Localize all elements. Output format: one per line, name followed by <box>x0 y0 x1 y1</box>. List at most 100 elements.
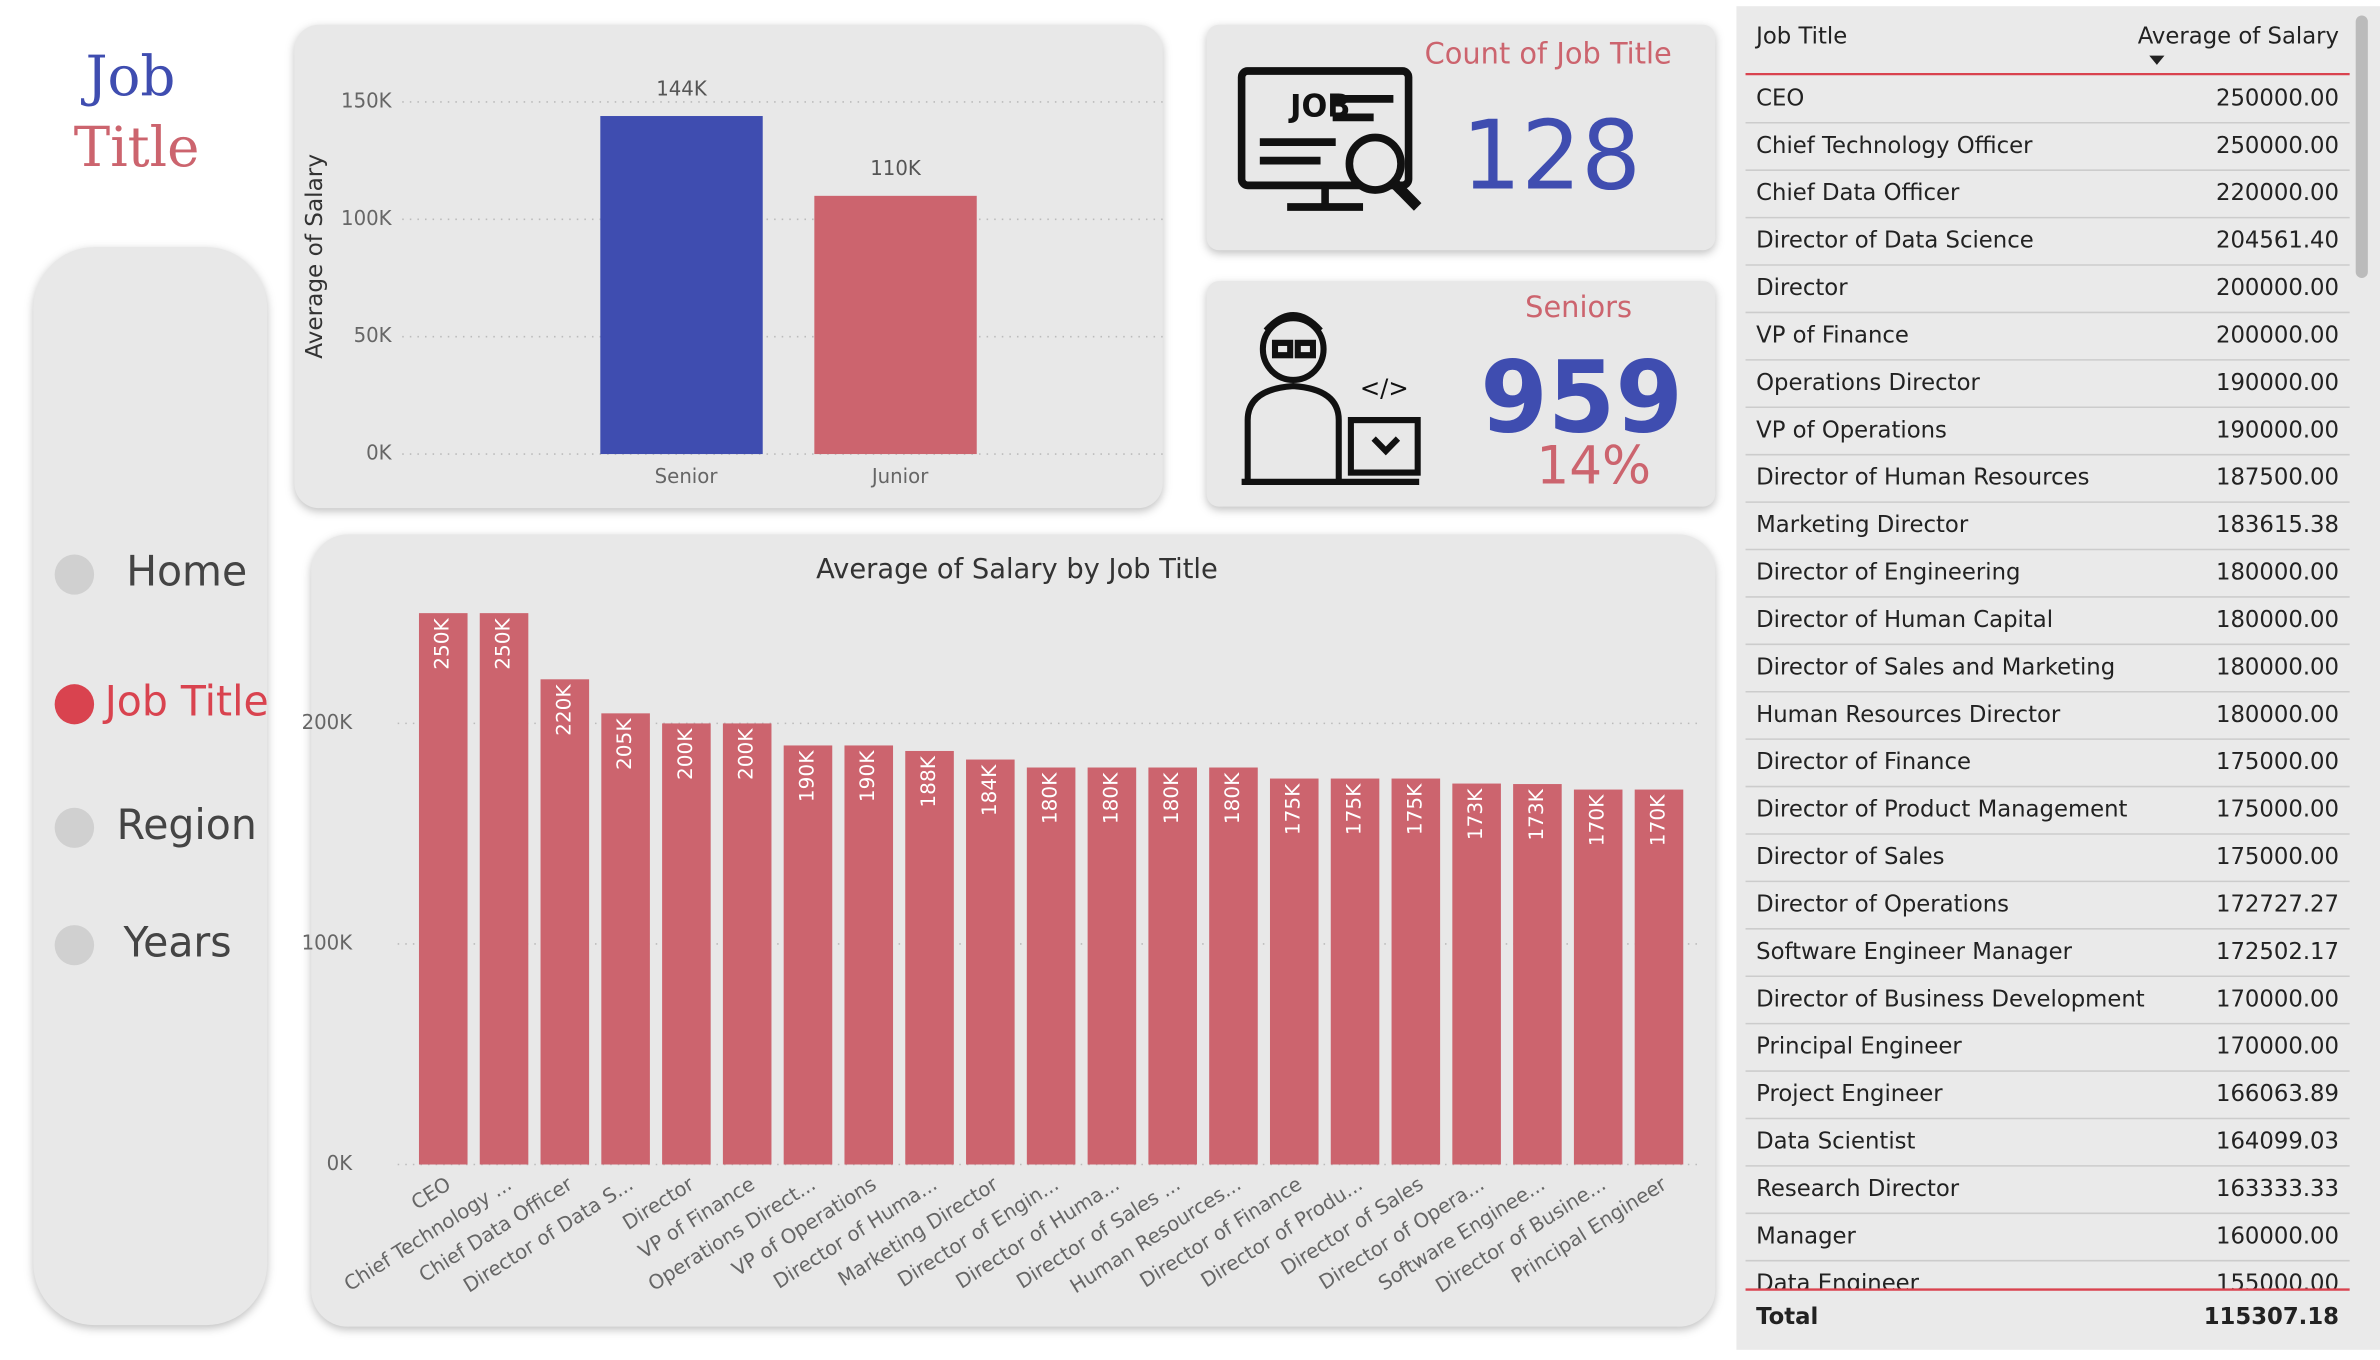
table-cell: Software Engineer Manager <box>1756 939 2072 965</box>
y-tick-label: 0K <box>327 1152 353 1175</box>
nav-item[interactable]: Job Title <box>102 677 269 725</box>
table-cell: 155000.00 <box>2216 1271 2339 1297</box>
y-tick-label: 100K <box>302 931 354 954</box>
value-label: 190K <box>796 750 819 802</box>
nav-dot <box>54 925 95 966</box>
value-label: 250K <box>492 617 515 669</box>
value-label: 175K <box>1282 783 1305 835</box>
chart-title: Average of Salary by Job Title <box>816 553 1218 585</box>
table-cell: 164099.03 <box>2216 1128 2339 1154</box>
y-tick-label: 0K <box>366 441 392 464</box>
value-label: 250K <box>431 617 454 669</box>
x-tick-label: Junior <box>870 465 929 488</box>
bar <box>1452 783 1501 1165</box>
job-icon <box>1237 67 1422 211</box>
value-label: 220K <box>552 683 575 735</box>
table-total: Total <box>1756 1304 1818 1330</box>
bar <box>783 745 833 1165</box>
bar <box>1330 778 1380 1165</box>
table-cell: Director of Data Science <box>1756 227 2034 253</box>
value-label: 180K <box>1039 772 1062 824</box>
y-tick-label: 200K <box>302 711 354 734</box>
nav-item[interactable]: Region <box>117 801 257 849</box>
scrollbar[interactable] <box>2355 15 2368 278</box>
table-cell: 175000.00 <box>2216 844 2339 870</box>
table-cell: Research Director <box>1756 1176 1960 1202</box>
table-header: Job Title <box>1754 23 1847 49</box>
table-cell: Director of Sales <box>1756 844 1944 870</box>
header-title: Job <box>81 43 176 108</box>
table-cell: Marketing Director <box>1756 512 1969 538</box>
table-cell: Human Resources Director <box>1756 702 2061 728</box>
sort-arrow <box>2149 55 2165 65</box>
table-cell: Chief Technology Officer <box>1756 133 2033 159</box>
table-cell: 250000.00 <box>2216 85 2339 111</box>
table-cell: Director of Product Management <box>1756 796 2127 822</box>
bar <box>540 679 590 1165</box>
bar <box>844 745 894 1165</box>
y-axis-label: Average of Salary <box>302 154 328 359</box>
svg-text:</>: </> <box>1360 373 1409 402</box>
table-cell: 160000.00 <box>2216 1223 2339 1249</box>
table-cell: 180000.00 <box>2216 654 2339 680</box>
table-cell: Principal Engineer <box>1756 1033 1962 1059</box>
value-label: 144K <box>656 77 708 100</box>
table-cell: Director of Human Resources <box>1756 465 2089 491</box>
card-title: Seniors <box>1525 290 1632 324</box>
bar <box>418 613 468 1165</box>
value-label: 190K <box>856 750 879 802</box>
table-cell: 175000.00 <box>2216 749 2339 775</box>
table-panel <box>1736 6 2380 1350</box>
value-label: 200K <box>735 728 758 780</box>
value-label: 170K <box>1647 794 1670 846</box>
table-cell: 200000.00 <box>2216 275 2339 301</box>
table-header: Average of Salary <box>2138 23 2339 49</box>
table-cell: 170000.00 <box>2216 986 2339 1012</box>
value-label: 200K <box>674 728 697 780</box>
icon-text: JOB <box>1288 89 1350 124</box>
table-cell: 163333.33 <box>2216 1176 2339 1202</box>
table-cell: 166063.89 <box>2216 1081 2339 1107</box>
nav-item[interactable]: Home <box>126 547 247 595</box>
table-cell: 204561.40 <box>2216 227 2339 253</box>
table-cell: CEO <box>1756 85 1804 111</box>
value-label: 175K <box>1343 783 1366 835</box>
table-cell: Director of Operations <box>1756 891 2009 917</box>
table-cell: 180000.00 <box>2216 702 2339 728</box>
table-cell: Director of Business Development <box>1756 986 2145 1012</box>
bar <box>662 723 711 1165</box>
table-cell: 250000.00 <box>2216 133 2339 159</box>
value-label: 205K <box>613 718 636 770</box>
table-cell: 172727.27 <box>2216 891 2339 917</box>
bar <box>1269 778 1319 1165</box>
bar <box>1573 789 1623 1165</box>
table-cell: 175000.00 <box>2216 796 2339 822</box>
y-tick-label: 150K <box>341 89 393 112</box>
value-label: 110K <box>870 157 922 180</box>
table-cell: 200000.00 <box>2216 322 2339 348</box>
value-label: 180K <box>1100 772 1123 824</box>
bar <box>1087 767 1137 1165</box>
bar <box>1513 784 1562 1165</box>
bar <box>600 116 763 455</box>
card-title: Count of Job Title <box>1425 36 1672 70</box>
nav-dot <box>54 807 95 848</box>
nav-item[interactable]: Years <box>123 918 232 966</box>
value-label: 173K <box>1464 788 1487 840</box>
bar <box>1026 767 1076 1165</box>
bar <box>479 613 529 1165</box>
y-tick-label: 50K <box>354 324 393 347</box>
table-cell: 172502.17 <box>2216 939 2339 965</box>
bar <box>722 723 772 1165</box>
senior-icon: </> <box>1241 312 1421 485</box>
bar <box>1634 789 1684 1165</box>
nav-panel <box>33 247 268 1326</box>
x-tick-label: Senior <box>655 465 719 488</box>
table-cell: 190000.00 <box>2216 417 2339 443</box>
table-total: 115307.18 <box>2204 1304 2339 1330</box>
bar <box>966 759 1015 1165</box>
table-cell: 220000.00 <box>2216 180 2339 206</box>
table-cell: VP of Operations <box>1756 417 1947 443</box>
table-cell: 170000.00 <box>2216 1033 2339 1059</box>
